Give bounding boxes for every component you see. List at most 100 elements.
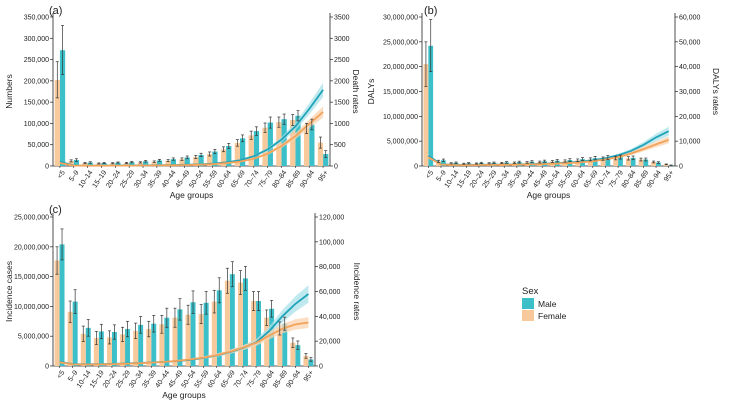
bar-male bbox=[592, 158, 598, 166]
x-tick-label: 95+ bbox=[303, 369, 316, 383]
bar-female bbox=[185, 314, 191, 366]
x-axis-title: Age groups bbox=[162, 390, 205, 400]
x-tick-label: 90–94 bbox=[285, 369, 302, 389]
bar-male bbox=[98, 331, 104, 366]
bar-female bbox=[165, 160, 171, 166]
bar-female bbox=[264, 317, 270, 366]
bar-male bbox=[618, 157, 623, 166]
bar-male bbox=[267, 122, 273, 166]
y2-tick-label: 60,000 bbox=[679, 15, 701, 22]
y2-tick-label: 3000 bbox=[334, 36, 350, 43]
y-tick-label: 25,000,000 bbox=[383, 39, 418, 46]
y2-axis-title: Incidence rates bbox=[352, 263, 362, 321]
bar-male bbox=[177, 309, 183, 366]
bar-male bbox=[101, 163, 107, 166]
panel-c: (c) 0 5,000,000 10,000,000 15,000,000 20,000,… bbox=[4, 204, 362, 400]
y2-tick-label: 3500 bbox=[334, 15, 350, 22]
x-tick-label: 90–94 bbox=[299, 169, 316, 189]
y-tick-label: 300,000 bbox=[24, 36, 49, 43]
bar-male bbox=[309, 124, 315, 166]
line-female bbox=[59, 111, 324, 167]
y-tick-label: 0 bbox=[45, 164, 49, 171]
y-tick-label: 20,000,000 bbox=[14, 244, 49, 251]
x-tick-label: <5 bbox=[57, 169, 67, 180]
bar-female bbox=[137, 162, 144, 166]
bar-male bbox=[295, 115, 301, 166]
bar-male bbox=[115, 162, 121, 166]
bar-female bbox=[133, 330, 139, 366]
bar-female bbox=[651, 161, 657, 166]
bar-female bbox=[68, 160, 74, 166]
bar-female bbox=[290, 120, 296, 166]
bar-male bbox=[256, 301, 262, 366]
bar-male bbox=[72, 301, 78, 366]
panel-label: (c) bbox=[49, 204, 62, 216]
y2-tick-label: 1000 bbox=[334, 121, 350, 128]
panel-b: (b) 0 5,000,000 10,000,000 15,000,000 20,000,… bbox=[366, 5, 721, 200]
legend: Sex Male Female bbox=[522, 286, 567, 321]
y-axis-title: Numbers bbox=[4, 74, 14, 108]
bar-male bbox=[190, 302, 196, 366]
panel-label: (b) bbox=[424, 5, 437, 17]
bar-male bbox=[138, 324, 144, 366]
y-axis-title: Incidence cases bbox=[4, 261, 14, 322]
bar-female bbox=[80, 333, 86, 366]
y-tick-label: 5,000,000 bbox=[387, 139, 418, 146]
bar-male bbox=[203, 302, 209, 366]
bar-female bbox=[172, 317, 178, 366]
bar-male bbox=[212, 151, 218, 166]
bar-female bbox=[54, 260, 60, 366]
bar-female bbox=[93, 337, 99, 366]
bar-female bbox=[193, 157, 199, 166]
bar-female bbox=[663, 164, 669, 166]
bar-female bbox=[234, 143, 240, 166]
bar-female bbox=[120, 334, 126, 366]
bar-male bbox=[125, 329, 131, 366]
y2-tick-label: 100,000 bbox=[319, 239, 344, 246]
y-tick-label: 25,000,000 bbox=[14, 215, 49, 222]
y-tick-label: 350,000 bbox=[24, 15, 49, 22]
bar-female bbox=[600, 158, 606, 166]
y-tick-label: 10,000,000 bbox=[383, 114, 418, 121]
y-axis-title: DALYs bbox=[366, 79, 376, 105]
bar-male bbox=[295, 345, 301, 366]
y2-tick-label: 500 bbox=[334, 142, 346, 149]
bar-male bbox=[643, 159, 649, 166]
y2-tick-label: 120,000 bbox=[319, 215, 344, 222]
bar-male bbox=[184, 157, 190, 166]
y-tick-label: 50,000 bbox=[28, 142, 50, 149]
bar-female bbox=[277, 328, 283, 366]
x-tick-label: 95+ bbox=[317, 169, 330, 183]
bar-female bbox=[276, 122, 282, 166]
panel-label: (a) bbox=[49, 5, 62, 17]
bar-female bbox=[151, 161, 157, 166]
bar-male bbox=[440, 160, 446, 166]
bar-female bbox=[290, 342, 296, 366]
bar-female bbox=[54, 80, 60, 166]
y2-tick-label: 2500 bbox=[334, 57, 350, 64]
y-tick-label: 10,000,000 bbox=[14, 304, 49, 311]
y-tick-label: 250,000 bbox=[24, 57, 49, 64]
bar-female bbox=[237, 282, 243, 366]
y2-tick-label: 0 bbox=[319, 364, 323, 371]
bar-female bbox=[67, 311, 73, 366]
bar-male bbox=[630, 157, 636, 166]
legend-label-female: Female bbox=[538, 311, 567, 321]
bar-male bbox=[226, 145, 232, 166]
x-tick-label: <5 bbox=[56, 369, 66, 380]
bar-male bbox=[73, 160, 80, 166]
bar-male bbox=[143, 161, 149, 166]
bar-male bbox=[170, 159, 176, 166]
bar-female bbox=[159, 324, 165, 366]
bar-male bbox=[59, 244, 65, 366]
bar-male bbox=[156, 160, 163, 166]
bar-male bbox=[111, 332, 117, 366]
bar-male bbox=[151, 323, 157, 366]
y2-tick-label: 30,000 bbox=[679, 89, 701, 96]
y-tick-label: 20,000,000 bbox=[383, 64, 418, 71]
bar-female bbox=[248, 135, 254, 166]
bar-male bbox=[87, 162, 93, 166]
bar-female bbox=[251, 301, 257, 366]
